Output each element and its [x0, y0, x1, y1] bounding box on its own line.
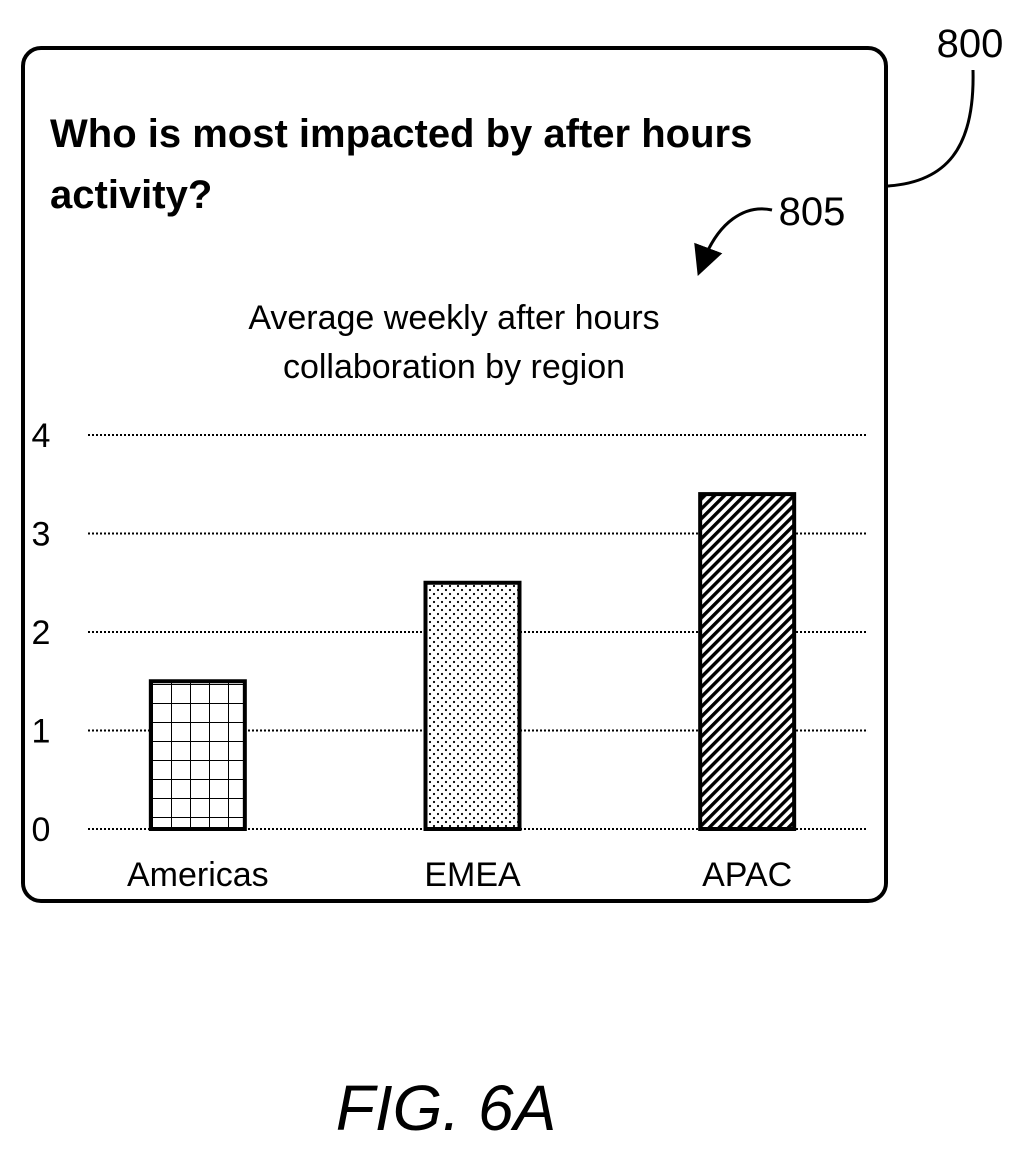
x-axis-labels: Americas EMEA APAC	[127, 856, 792, 894]
arrow-805	[694, 207, 773, 277]
x-tick-label-emea: EMEA	[424, 856, 521, 894]
y-tick-label-4: 4	[32, 417, 51, 455]
figure-caption: FIG. 6A	[336, 1072, 557, 1144]
y-axis-ticks: 0 1 2 3 4	[32, 417, 51, 849]
x-tick-label-americas: Americas	[127, 856, 269, 894]
leader-line-800	[887, 69, 975, 188]
bar-americas	[148, 679, 247, 831]
y-tick-label-2: 2	[32, 614, 51, 652]
chart-title-line-2: collaboration by region	[283, 348, 625, 386]
bar-emea	[423, 580, 522, 831]
panel-title-line-2: activity?	[50, 173, 212, 217]
bars	[148, 492, 797, 831]
y-tick-label-1: 1	[32, 713, 51, 751]
y-tick-label-3: 3	[32, 516, 51, 554]
panel-title-line-1: Who is most impacted by after hours	[50, 112, 752, 156]
x-tick-label-apac: APAC	[702, 856, 792, 894]
bar-apac	[698, 492, 797, 831]
y-tick-label-0: 0	[32, 811, 51, 849]
reference-numeral-805: 805	[779, 190, 846, 234]
chart-title-line-1: Average weekly after hours	[248, 299, 659, 337]
reference-numeral-800: 800	[937, 22, 1004, 66]
